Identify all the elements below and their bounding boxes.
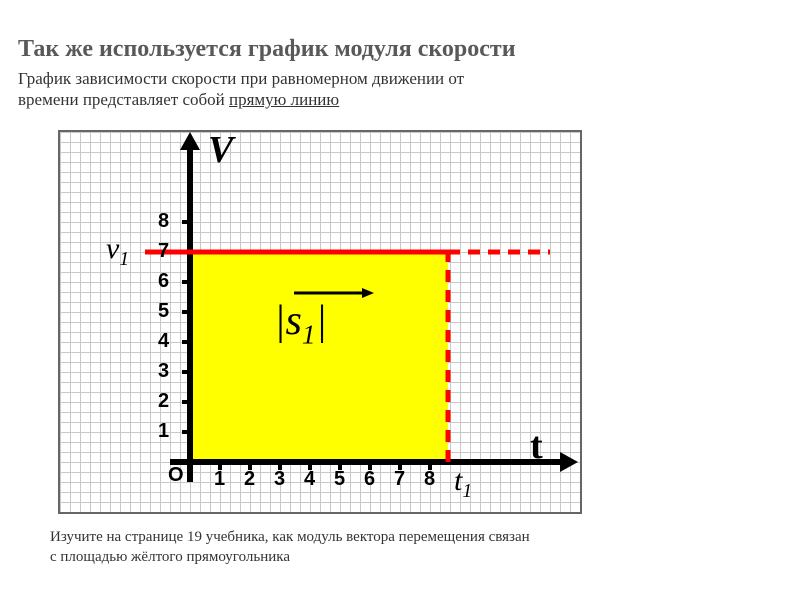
page-subtitle: График зависимости скорости при равномер… xyxy=(18,68,464,111)
y-tick: 8 xyxy=(158,210,169,233)
y-tick: 3 xyxy=(158,360,169,383)
x-tick: 5 xyxy=(334,468,345,491)
y-tick: 2 xyxy=(158,390,169,413)
y-axis-label: V xyxy=(208,128,233,172)
x-tick: 2 xyxy=(244,468,255,491)
subtitle-line-2a: времени представляет собой xyxy=(18,90,229,109)
x-axis-label: t xyxy=(530,424,543,468)
y-tick: 4 xyxy=(158,330,169,353)
x-tick: 3 xyxy=(274,468,285,491)
bottom-note-line-1: Изучите на странице 19 учебника, как мод… xyxy=(50,529,530,545)
subtitle-underlined: прямую линию xyxy=(229,90,339,109)
y-tick: 1 xyxy=(158,420,169,443)
page-title: Так же используется график модуля скорос… xyxy=(18,36,516,63)
x-tick: 6 xyxy=(364,468,375,491)
bottom-note-line-2: с площадью жёлтого прямоугольника xyxy=(50,549,290,565)
y-tick: 5 xyxy=(158,300,169,323)
x-tick: 4 xyxy=(304,468,315,491)
v1-annotation: v1 xyxy=(106,232,129,271)
bottom-note: Изучите на странице 19 учебника, как мод… xyxy=(50,528,530,567)
y-tick: 7 xyxy=(158,240,169,263)
y-tick: 6 xyxy=(158,270,169,293)
origin-label: O xyxy=(168,464,184,487)
subtitle-line-1: График зависимости скорости при равномер… xyxy=(18,69,464,88)
x-tick: 1 xyxy=(214,468,225,491)
velocity-time-graph: V t O v1 t1 |s1| 1234567812345678 xyxy=(58,130,582,514)
t1-annotation: t1 xyxy=(454,464,472,503)
x-tick: 8 xyxy=(424,468,435,491)
x-tick: 7 xyxy=(394,468,405,491)
s1-annotation: |s1| xyxy=(274,297,327,350)
s1-vector-arrow xyxy=(268,285,398,349)
